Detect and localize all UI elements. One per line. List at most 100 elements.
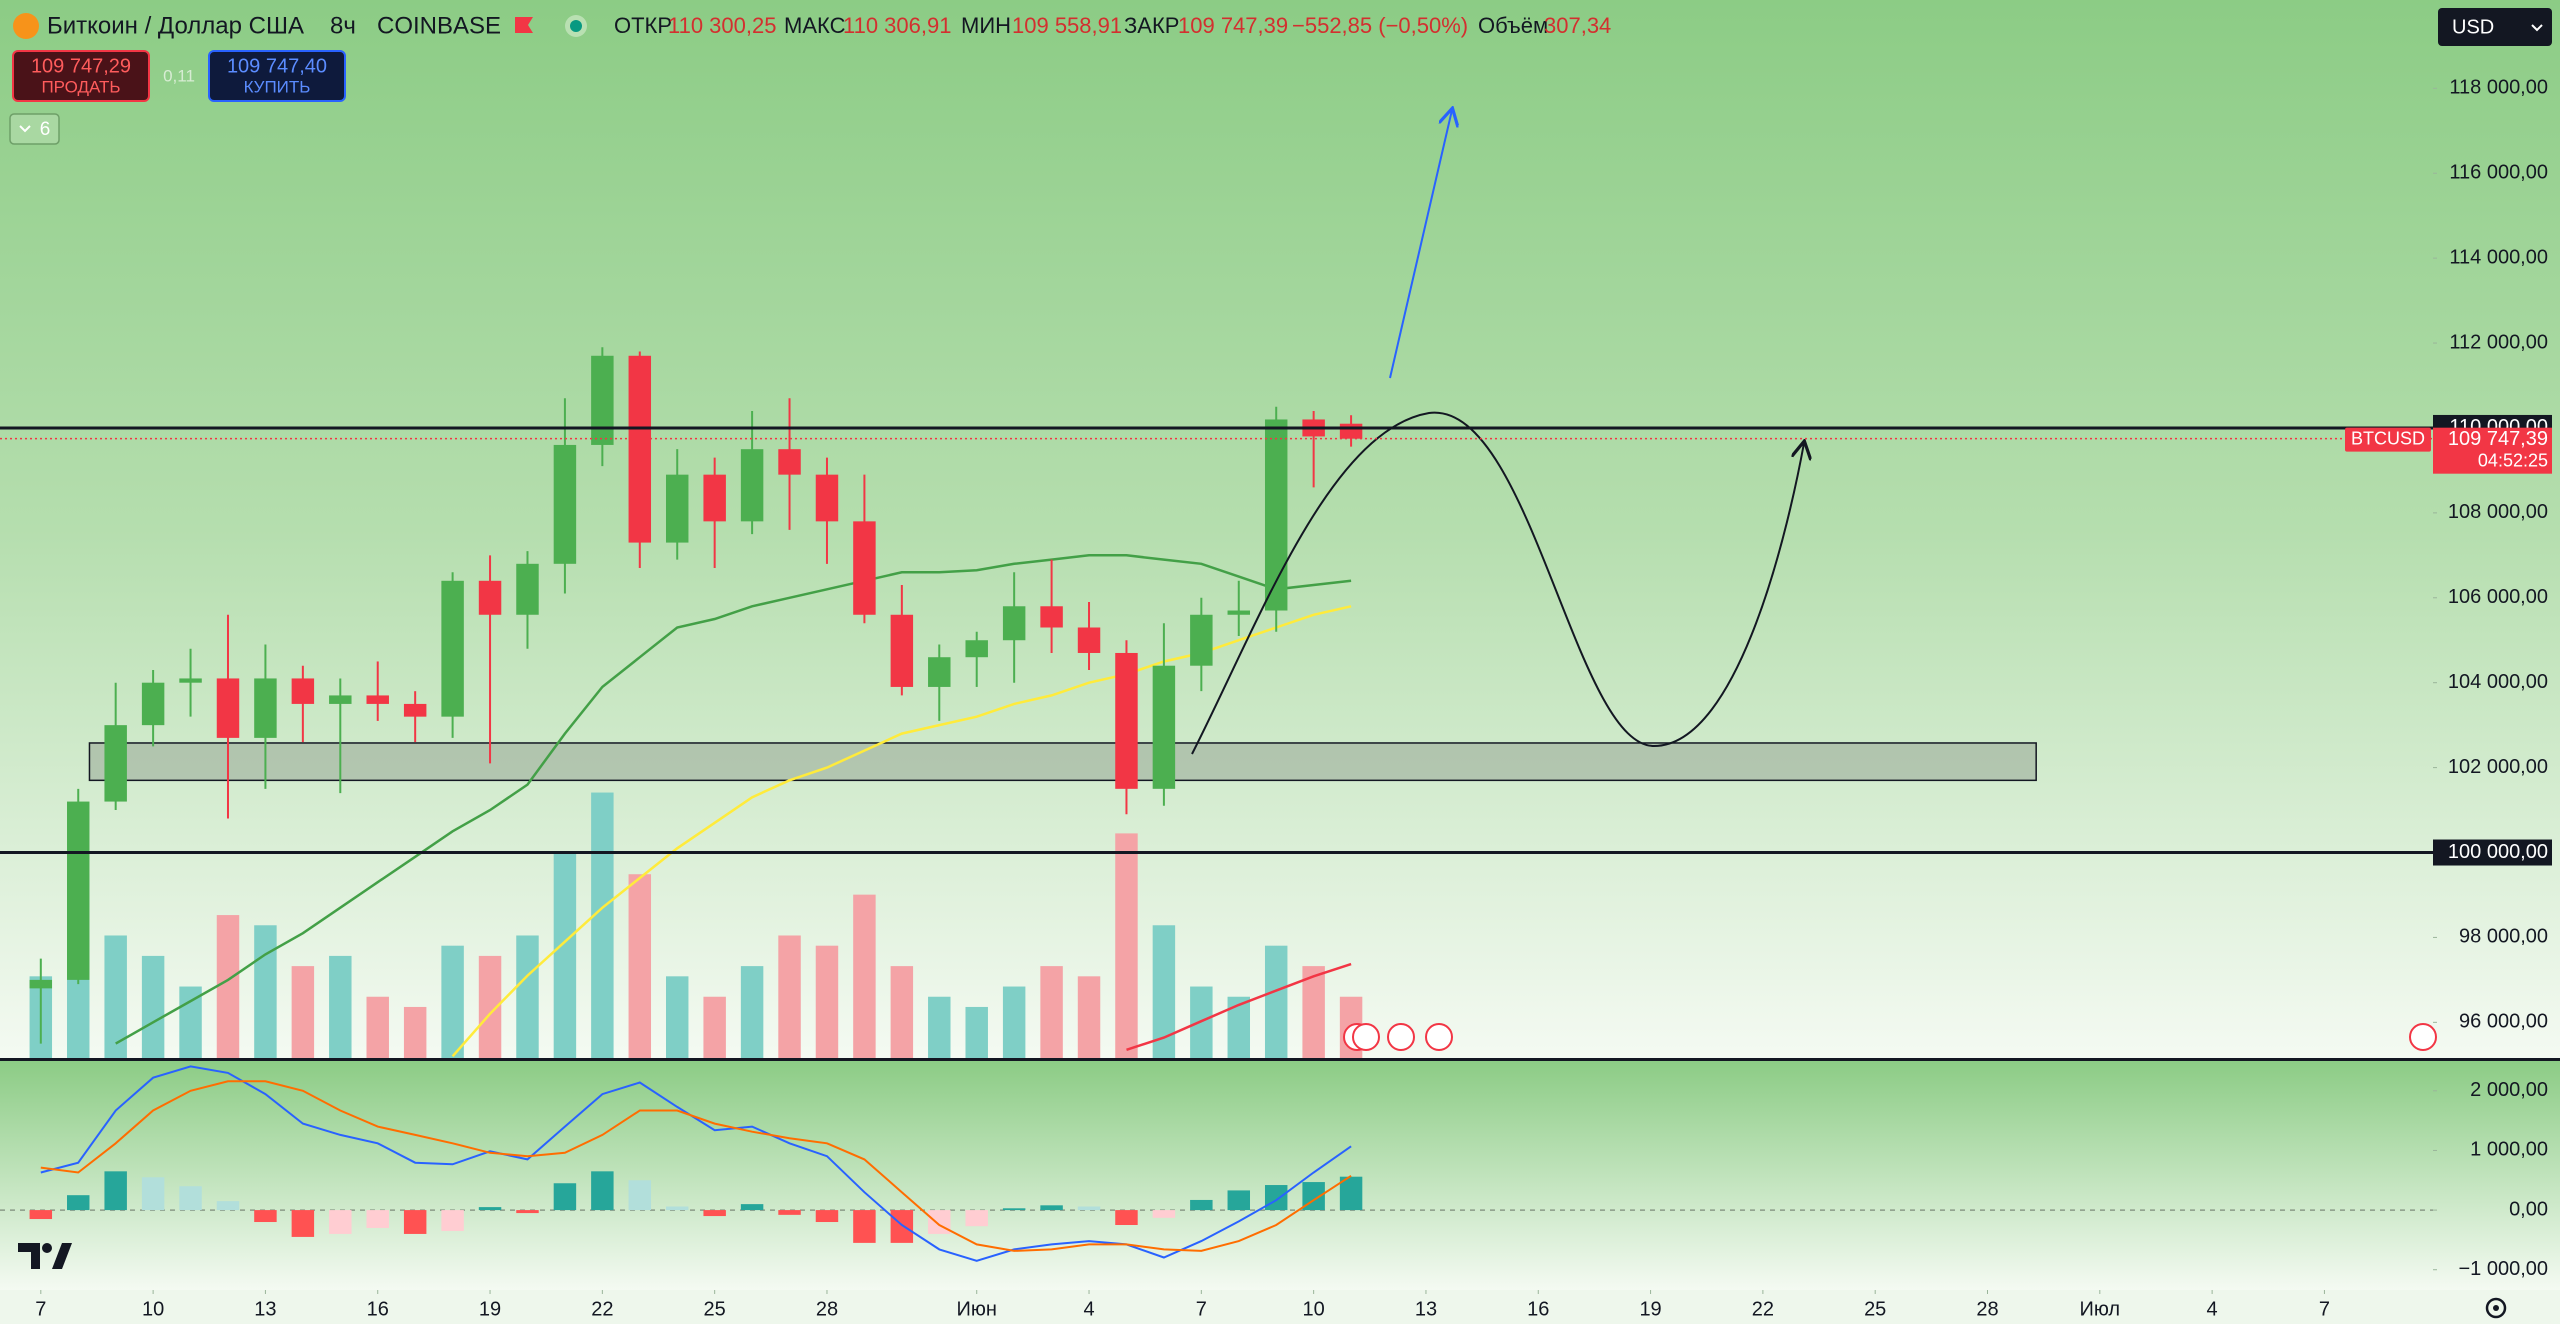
- price-tag-label: 109 747,39: [2448, 428, 2548, 450]
- candle-body: [778, 449, 801, 475]
- candle-body: [628, 355, 652, 543]
- symbol[interactable]: Биткоин / Доллар США: [47, 12, 304, 39]
- macd-line: [40, 1065, 1352, 1262]
- x-tick-label: 10: [1303, 1298, 1325, 1320]
- symbol-tag: [2345, 427, 2431, 452]
- volume-bar: [216, 915, 240, 1058]
- support-zone: [88, 742, 2037, 782]
- x-tick-label: 13: [254, 1298, 276, 1320]
- macd-histogram-bar: [329, 1210, 352, 1234]
- x-tick-label: 22: [1752, 1298, 1774, 1320]
- buy-button[interactable]: 109 747,40 КУПИТЬ: [208, 50, 346, 102]
- volume-value: 307,34: [1544, 13, 1611, 38]
- macd-pane: [0, 1061, 2560, 1290]
- event-flags[interactable]: [1343, 1023, 2437, 1051]
- macd-histogram-bar: [1152, 1210, 1176, 1218]
- volume-bar: [1040, 966, 1063, 1058]
- high-label: МАКС: [784, 13, 846, 38]
- candle-body: [67, 801, 90, 980]
- x-tick-label: 22: [591, 1298, 613, 1320]
- y-tick-label: 108 000,00: [2448, 501, 2548, 523]
- candle-body: [1115, 652, 1138, 789]
- macd-histogram-bar: [1339, 1176, 1363, 1211]
- sell-label: ПРОДАТЬ: [41, 77, 120, 96]
- y2-tick-label: −1 000,00: [2458, 1258, 2548, 1280]
- candle-body: [403, 703, 427, 717]
- macd-histogram-bar: [591, 1171, 614, 1211]
- macd-histogram-bar: [516, 1210, 539, 1214]
- y2-tick-label: 2 000,00: [2470, 1079, 2548, 1101]
- volume-bar: [591, 792, 614, 1058]
- buy-price: 109 747,40: [227, 55, 327, 77]
- x-tick-label: 7: [35, 1298, 46, 1320]
- open-label: ОТКР: [614, 13, 672, 38]
- currency-select[interactable]: USD: [2438, 8, 2552, 46]
- price-layer: [29, 347, 2037, 1058]
- macd-histogram-bar: [29, 1210, 53, 1220]
- candle-body: [104, 725, 127, 802]
- x-tick-label: 25: [704, 1298, 726, 1320]
- candle-body: [1339, 423, 1363, 439]
- macd-histogram-bar: [1190, 1199, 1213, 1211]
- x-tick-label: 4: [2207, 1298, 2218, 1320]
- volume-bar: [965, 1006, 988, 1058]
- macd-histogram-bar: [1264, 1185, 1288, 1211]
- close-value: 109 747,39: [1178, 13, 1288, 38]
- macd-histogram-bar: [67, 1195, 90, 1211]
- y-tick-label: 98 000,00: [2459, 926, 2548, 948]
- x-tick-label: Июл: [2080, 1298, 2121, 1320]
- volume-ma-line: [1126, 962, 1352, 1051]
- y-tick-label: 96 000,00: [2459, 1011, 2548, 1033]
- macd-histogram-bar: [1227, 1190, 1251, 1211]
- interval[interactable]: 8ч: [330, 12, 356, 39]
- volume-bar: [665, 976, 689, 1058]
- price-tag: [2433, 427, 2552, 474]
- macd-histogram-bar: [254, 1210, 277, 1223]
- volume-bar: [254, 925, 277, 1058]
- sell-button[interactable]: 109 747,29 ПРОДАТЬ: [12, 50, 150, 102]
- macd-histogram-bar: [478, 1207, 502, 1211]
- volume-label: Объём: [1478, 13, 1548, 38]
- exchange: COINBASE: [377, 12, 501, 39]
- candle-body: [141, 682, 165, 726]
- symbol-tag-label: BTCUSD: [2351, 428, 2425, 448]
- macd-histogram-bar: [104, 1171, 127, 1211]
- volume-bar: [329, 955, 352, 1058]
- macd-histogram-bar: [441, 1210, 464, 1231]
- x-tick-label: 7: [2319, 1298, 2330, 1320]
- volume-bar: [890, 966, 914, 1058]
- candle-body: [890, 614, 914, 687]
- candle-body: [29, 979, 53, 989]
- x-tick-label: 16: [367, 1298, 389, 1320]
- volume-bar: [1152, 925, 1176, 1058]
- y-tick-label: 104 000,00: [2448, 671, 2548, 693]
- candle-body: [329, 695, 352, 704]
- volume-bar: [703, 996, 726, 1058]
- open-value: 110 300,25: [668, 13, 776, 38]
- volume-bar: [553, 853, 577, 1058]
- low-label: МИН: [961, 13, 1011, 38]
- candle-body: [291, 678, 315, 704]
- macd-histogram-bar: [216, 1201, 240, 1211]
- candle-body: [703, 474, 726, 522]
- price-tag-timer: 04:52:25: [2478, 450, 2548, 470]
- y-tick-label: 102 000,00: [2448, 756, 2548, 778]
- x-tick-label: 28: [816, 1298, 838, 1320]
- macd-histogram-bar: [366, 1210, 389, 1228]
- indicators-count: 6: [40, 119, 51, 140]
- candle-body: [853, 521, 876, 615]
- volume-bar: [478, 955, 502, 1058]
- y2-tick-label: 1 000,00: [2470, 1139, 2548, 1161]
- candle-body: [516, 563, 539, 615]
- flag-icon[interactable]: [515, 17, 533, 33]
- settings-button[interactable]: [2485, 1297, 2507, 1319]
- time-axis: [0, 1290, 2560, 1324]
- candle-body: [366, 695, 389, 704]
- change-value: −552,85 (−0,50%): [1292, 13, 1468, 38]
- y2-tick-label: 0,00: [2509, 1198, 2548, 1220]
- indicators-toggle[interactable]: 6: [9, 113, 60, 145]
- candle-body: [1190, 614, 1213, 666]
- logo[interactable]: [18, 1243, 72, 1269]
- macd-histogram-bar: [628, 1180, 652, 1211]
